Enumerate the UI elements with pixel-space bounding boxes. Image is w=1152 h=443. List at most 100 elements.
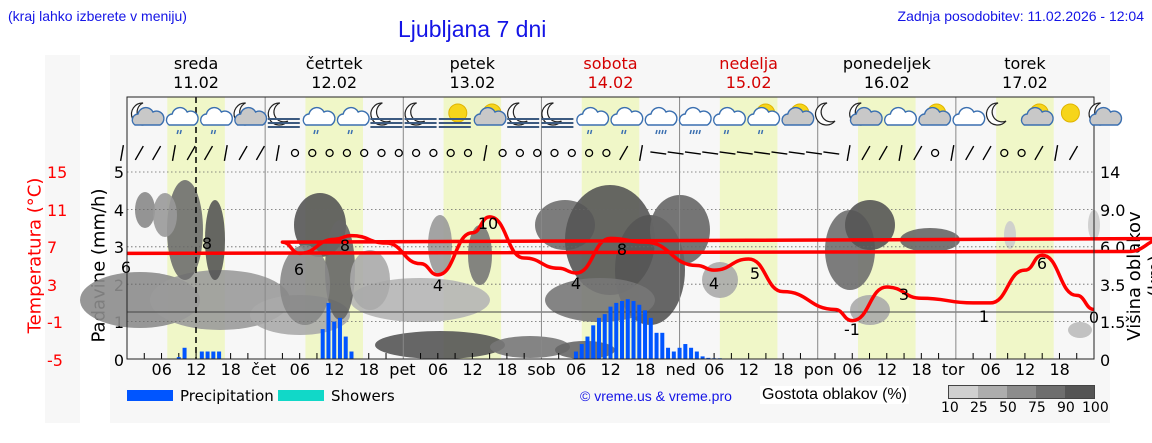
x-axis-label: 18 (773, 360, 794, 379)
x-axis-label: 06 (151, 360, 172, 379)
day-label: torek 17.02 (965, 54, 1085, 92)
day-date: 12.02 (311, 73, 358, 92)
x-axis-label: pet (389, 360, 416, 379)
cloud-height-tick: 3.5 (1100, 275, 1126, 295)
precipitation-bars (176, 299, 722, 359)
x-axis-label: 18 (1049, 360, 1070, 379)
precipitation-legend-swatch (127, 390, 173, 401)
density-scale-label: 100 (1082, 400, 1109, 416)
density-swatch (978, 386, 1007, 398)
moon-icon (985, 102, 1007, 126)
x-axis-label: 12 (738, 360, 759, 379)
density-swatch (949, 386, 978, 398)
temperature-tick: 15 (47, 163, 68, 182)
cloud-height-tick: 1.5 (1100, 313, 1126, 332)
day-label: sreda 11.02 (136, 54, 256, 92)
cloud-height-tick: 9.0 (1100, 200, 1126, 220)
day-name: sreda (173, 54, 219, 73)
x-axis-label: pon (803, 360, 834, 379)
cloud-density-scale (948, 385, 1095, 399)
day-name: nedelja (719, 54, 778, 73)
cloud-height-tick: 14 (1100, 163, 1121, 182)
x-axis-label: čet (251, 360, 277, 379)
showers-legend-swatch (278, 390, 324, 401)
svg-text:8: 8 (340, 236, 350, 255)
x-axis-label: 12 (462, 360, 483, 379)
x-axis-label: 06 (565, 360, 587, 379)
rain-cloud-icon (610, 106, 644, 135)
precipitation-tick: 0 (113, 350, 124, 370)
x-axis-label: 18 (911, 360, 932, 379)
x-axis-label: 06 (289, 360, 311, 379)
day-label: ponedeljek 16.02 (827, 54, 947, 92)
x-axis-label: 06 (427, 360, 449, 379)
svg-text:4: 4 (709, 274, 719, 293)
x-axis-label: 12 (324, 360, 345, 379)
moon-cloud-icon (849, 102, 883, 126)
svg-text:6: 6 (294, 260, 304, 279)
rain-cloud-icon (336, 106, 370, 135)
temperature-tick: -5 (47, 350, 63, 370)
x-axis-label: 06 (704, 360, 725, 379)
day-date: 11.02 (173, 73, 219, 92)
density-swatch (1065, 386, 1094, 398)
cloud-height-tick: 0 (1100, 350, 1111, 370)
location-menu-hint: (kraj lahko izberete v meniju) (8, 8, 187, 24)
moon-fog-icon (267, 102, 300, 128)
moon-icon (814, 102, 836, 126)
moon-fog-icon (404, 102, 437, 128)
x-axis-label: 18 (220, 360, 241, 379)
day-name: petek (449, 54, 496, 73)
rain-cloud-icon (165, 106, 199, 135)
last-update-timestamp: Zadnja posodobitev: 11.02.2026 - 12:04 (897, 8, 1144, 24)
density-scale-label: 90 (1057, 400, 1075, 416)
x-axis-label: 12 (600, 360, 621, 379)
svg-text:5: 5 (750, 264, 760, 283)
precipitation-tick: 3 (113, 238, 124, 257)
day-name: četrtek (305, 54, 363, 73)
moon-fog-icon (541, 102, 574, 128)
svg-text:10: 10 (478, 214, 498, 233)
precipitation-tick: 4 (113, 200, 124, 220)
x-axis-label: 12 (876, 360, 898, 379)
temperature-tick: 7 (47, 238, 58, 257)
day-date: 14.02 (587, 73, 634, 92)
sun-rain-icon (747, 103, 781, 135)
svg-text:8: 8 (202, 234, 212, 253)
x-axis-label: sob (527, 360, 556, 379)
x-axis-label: 12 (186, 360, 207, 379)
x-axis-label: 18 (496, 360, 518, 379)
cloud-icon (884, 106, 917, 126)
precipitation-legend-label: Precipitation (180, 387, 274, 405)
heavy-rain-icon (644, 106, 678, 135)
svg-text:-1: -1 (844, 320, 860, 339)
day-label: četrtek 12.02 (274, 54, 394, 92)
weather-icons-row (130, 102, 1123, 135)
density-scale-label: 50 (999, 400, 1017, 416)
sun-cloud-icon (473, 103, 507, 126)
day-name: ponedeljek (842, 54, 931, 73)
x-axis-label: tor (941, 360, 965, 379)
x-axis-label: ned (665, 360, 696, 379)
rain-cloud-icon (713, 106, 746, 135)
temperature-line (126, 215, 1152, 323)
moon-cloud-icon (130, 102, 165, 126)
showers-legend-label: Showers (331, 387, 395, 405)
svg-text:6: 6 (1037, 254, 1047, 273)
temperature-axis-panel (45, 55, 80, 423)
x-axis-label: 18 (635, 360, 656, 379)
day-name: sobota (583, 54, 638, 73)
temperature-tick: -1 (47, 313, 63, 332)
density-scale-label: 25 (970, 400, 988, 416)
sun-cloud-icon (918, 103, 952, 126)
day-date: 17.02 (1002, 73, 1048, 92)
x-axis-label: 06 (842, 360, 863, 379)
plot-frame (126, 96, 1095, 360)
svg-text:6: 6 (121, 258, 131, 277)
cloud-icon (952, 106, 986, 126)
precipitation-tick: 5 (113, 163, 124, 182)
temperature-tick: 11 (47, 200, 68, 220)
copyright-link[interactable]: © vreme.us & vreme.pro (580, 388, 732, 404)
